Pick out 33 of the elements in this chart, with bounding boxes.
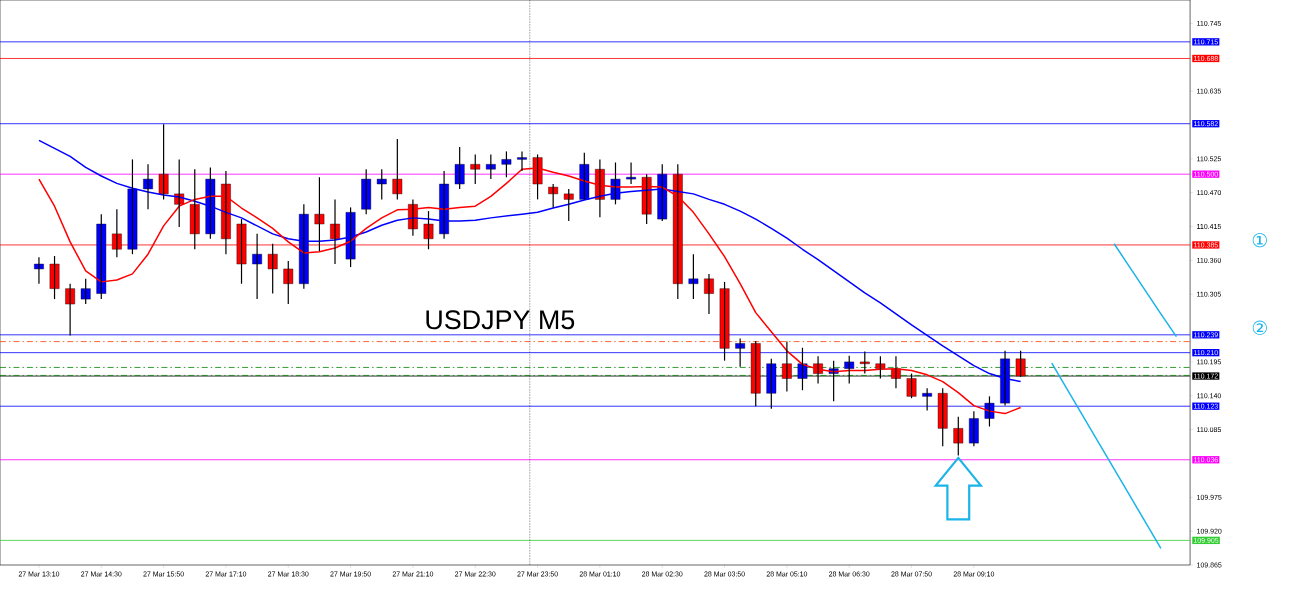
candlestick xyxy=(361,168,372,215)
text: USDJPY M5 xyxy=(426,310,575,330)
candlestick xyxy=(485,153,496,180)
candlestick xyxy=(626,161,636,185)
candlestick xyxy=(688,253,699,300)
candlestick xyxy=(345,206,356,268)
candlestick xyxy=(80,278,91,305)
candlestick xyxy=(563,188,574,222)
candlestick xyxy=(470,153,481,185)
candlestick xyxy=(579,152,590,201)
candlestick xyxy=(501,150,512,178)
candlestick xyxy=(719,281,730,362)
candlestick xyxy=(454,146,465,190)
candlestick xyxy=(859,350,870,375)
candlestick xyxy=(283,260,294,305)
text: ② xyxy=(1252,320,1267,335)
candlestick xyxy=(548,183,559,209)
candlestick xyxy=(517,150,527,172)
text: ① xyxy=(1252,233,1267,248)
candlestick xyxy=(937,387,948,447)
candlestick xyxy=(205,166,216,240)
candlestick xyxy=(610,161,621,205)
candlestick xyxy=(127,158,138,255)
candlestick xyxy=(34,256,44,285)
candlestick xyxy=(49,255,60,300)
candlestick xyxy=(953,416,964,457)
candlestick xyxy=(96,213,107,300)
candlestick xyxy=(392,138,403,201)
candlestick xyxy=(641,173,652,225)
candlestick xyxy=(158,123,169,201)
candlestick xyxy=(657,163,668,222)
candlestick xyxy=(376,168,387,201)
candlestick xyxy=(143,163,153,210)
